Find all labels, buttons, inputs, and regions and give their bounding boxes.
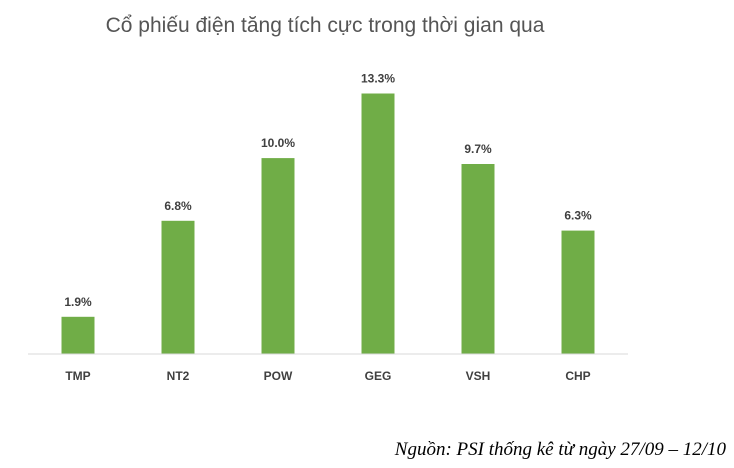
bar-pow [261, 158, 295, 354]
bar-chart: 1.9% 6.8% 10.0% 13.3% 9.7% 6.3% TMP NT2 POW GEG V… [28, 72, 628, 383]
data-label-tmp: 1.9% [64, 295, 92, 309]
x-tick-pow: POW [264, 369, 293, 383]
data-label-vsh: 9.7% [464, 142, 492, 156]
bar-chp [561, 230, 595, 354]
x-tick-tmp: TMP [65, 369, 90, 383]
x-tick-geg: GEG [365, 369, 392, 383]
bars-layer [61, 93, 595, 354]
data-label-nt2: 6.8% [164, 199, 192, 213]
bar-geg [361, 93, 395, 354]
bar-nt2 [161, 220, 195, 354]
x-tick-chp: CHP [565, 369, 590, 383]
bar-tmp [61, 316, 95, 354]
source-note: Nguồn: PSI thống kê từ ngày 27/09 – 12/1… [394, 439, 726, 460]
ticks-layer: TMP NT2 POW GEG VSH CHP [65, 369, 590, 383]
chart-title: Cổ phiếu điện tăng tích cực trong thời g… [105, 14, 545, 37]
data-label-chp: 6.3% [564, 209, 592, 223]
x-tick-nt2: NT2 [167, 369, 190, 383]
data-label-geg: 13.3% [361, 72, 395, 86]
bar-vsh [461, 164, 495, 354]
data-label-pow: 10.0% [261, 136, 295, 150]
labels-layer: 1.9% 6.8% 10.0% 13.3% 9.7% 6.3% [64, 72, 592, 309]
x-tick-vsh: VSH [466, 369, 491, 383]
